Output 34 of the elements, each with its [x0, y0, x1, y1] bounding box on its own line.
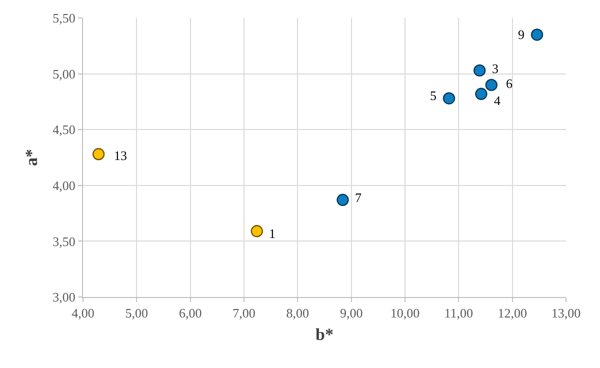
- annotation: 9: [518, 27, 524, 42]
- annotation: 1: [269, 226, 276, 241]
- x-tick-label: 12,00: [498, 306, 527, 321]
- x-axis-title: b*: [316, 325, 334, 344]
- annotation: 7: [355, 190, 362, 205]
- x-tick-label: 5,00: [125, 306, 148, 321]
- point: [92, 148, 105, 160]
- annotation: 5: [430, 88, 436, 103]
- point: [474, 64, 486, 77]
- x-tick-label: 4,00: [72, 306, 94, 321]
- point: [475, 88, 488, 100]
- annotation: 3: [492, 61, 498, 76]
- annotation: 6: [506, 76, 513, 91]
- x-tick-label: 10,00: [390, 306, 420, 321]
- point: [250, 225, 263, 238]
- annotation: 13: [114, 148, 127, 163]
- x-tick-label: 13,00: [551, 306, 581, 321]
- x-tick-label: 7,00: [232, 306, 256, 321]
- point: [336, 194, 349, 206]
- y-tick-label: 4,50: [52, 122, 76, 138]
- annotation: 4: [494, 93, 501, 108]
- y-tick-label: 4,00: [52, 178, 76, 193]
- y-tick-label: 5,50: [52, 10, 76, 26]
- y-axis-title: a*: [22, 149, 42, 166]
- x-tick-label: 9,00: [340, 306, 363, 321]
- y-tick-label: 5,00: [52, 66, 76, 82]
- point: [530, 28, 544, 41]
- x-tick-label: 11,00: [444, 306, 474, 321]
- y-tick-label: 3,00: [52, 290, 76, 305]
- y-tick-label: 3,50: [52, 234, 76, 249]
- x-tick-label: 8,00: [286, 306, 310, 321]
- x-tick-label: 6,00: [178, 306, 202, 321]
- point: [485, 78, 498, 92]
- point: [442, 92, 456, 104]
